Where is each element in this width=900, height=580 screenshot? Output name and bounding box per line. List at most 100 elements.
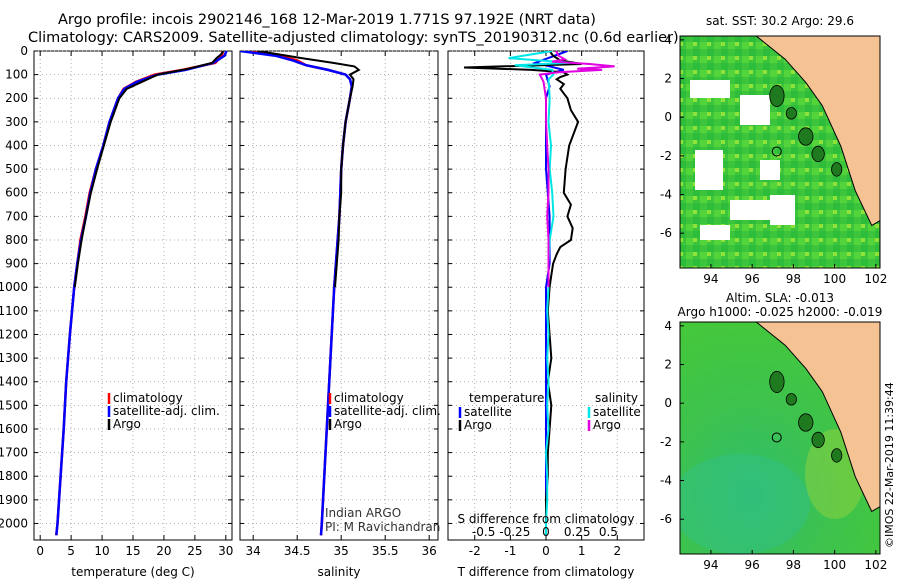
land-mass xyxy=(755,322,880,513)
island xyxy=(785,393,797,406)
legend-label: satellite-adj. clim. xyxy=(113,404,220,418)
map-tick-label-y: -4 xyxy=(660,188,672,202)
map-tick-label-x: 102 xyxy=(864,272,887,286)
map-sst-map: 94 96 98 100 102 -6 -4 -2 0 2 4 sat. SST: 30.2 Argo… xyxy=(660,14,887,286)
panel-salinity-profile: 34 34.5 35 35.5 36 salinity climatologysatelli… xyxy=(239,50,441,579)
footer-line1: Indian ARGO xyxy=(325,506,402,520)
series-line-s-argo xyxy=(538,51,615,288)
series-line-argo xyxy=(257,51,361,288)
tick-label-x: 35.5 xyxy=(372,544,399,558)
legend-label: satellite-adj. clim. xyxy=(334,404,441,418)
tick-label-y: 100 xyxy=(5,68,28,82)
missing-data-patch xyxy=(730,200,780,220)
tick-label-y: 1300 xyxy=(0,351,28,365)
map-tick-label-x: 100 xyxy=(823,558,846,572)
map-tick-label-y: -6 xyxy=(660,226,672,240)
island xyxy=(831,448,843,463)
legend-label: Argo xyxy=(334,417,362,431)
map-tick-label-x: 94 xyxy=(703,272,718,286)
axis-label-x: temperature (deg C) xyxy=(71,565,194,579)
gridlines xyxy=(240,50,438,540)
tick-label-y: 1000 xyxy=(0,280,28,294)
tick-label-y: 800 xyxy=(5,233,28,247)
map-tick-label-y: 4 xyxy=(664,319,672,333)
tick-label-x: 5 xyxy=(67,544,75,558)
legend-label: satellite xyxy=(464,405,512,419)
tick-label-s: 0 xyxy=(542,525,550,539)
tick-label-x: 0 xyxy=(542,544,550,558)
island xyxy=(785,107,797,120)
series-group xyxy=(463,51,615,536)
island xyxy=(831,162,843,177)
legend-title-s: salinity xyxy=(595,391,638,405)
map-tick-label-y: -4 xyxy=(660,474,672,488)
argo-location-marker xyxy=(771,432,782,443)
map-tick-label-x: 94 xyxy=(703,558,718,572)
tick-label-s: -0.5 xyxy=(472,525,495,539)
tick-label-y: 2000 xyxy=(0,516,28,530)
credit-text: ©IMOS 22-Mar-2019 11:39:44 xyxy=(883,382,896,548)
series-group xyxy=(55,51,228,536)
missing-data-patch xyxy=(695,150,723,190)
sla-anomaly xyxy=(680,454,810,554)
map-sst-title: sat. SST: 30.2 Argo: 29.6 xyxy=(706,14,854,28)
map-tick-label-y: 2 xyxy=(664,72,672,86)
map-tick-label-x: 102 xyxy=(864,558,887,572)
tick-label-s: 0.25 xyxy=(564,525,591,539)
tick-label-y: 1200 xyxy=(0,327,28,341)
tick-label-y: 1900 xyxy=(0,493,28,507)
tick-label-y: 400 xyxy=(5,138,28,152)
gridlines xyxy=(448,50,644,540)
missing-data-patch xyxy=(770,195,795,225)
tick-label-y: 1100 xyxy=(0,304,28,318)
tick-label-y: 200 xyxy=(5,91,28,105)
map-tick-label-x: 96 xyxy=(745,558,760,572)
legend-label: climatology xyxy=(334,391,404,405)
land-mass xyxy=(755,36,880,227)
map-tick-label-y: 4 xyxy=(664,33,672,47)
tick-label-x: 2 xyxy=(613,544,621,558)
legend-label: Argo xyxy=(113,417,141,431)
tick-label-x: 36 xyxy=(422,544,437,558)
island xyxy=(811,145,825,163)
tick-label-y: 300 xyxy=(5,115,28,129)
tick-label-y: 900 xyxy=(5,257,28,271)
series-group xyxy=(240,51,361,536)
map-tick-label-y: -2 xyxy=(660,149,672,163)
map-tick-label-y: -2 xyxy=(660,435,672,449)
tick-label-y: 1700 xyxy=(0,446,28,460)
legend-label: satellite xyxy=(593,405,641,419)
tick-label-x: 30 xyxy=(218,544,233,558)
tick-label-s: 0.5 xyxy=(599,525,618,539)
map-frame xyxy=(679,321,881,555)
map-tick-label-y: 0 xyxy=(664,110,672,124)
tick-label-y: 1600 xyxy=(0,422,28,436)
plot-frame xyxy=(239,50,439,541)
tick-label-x: 34 xyxy=(246,544,261,558)
legend-label: Argo xyxy=(464,418,492,432)
map-tick-label-y: 0 xyxy=(664,396,672,410)
panel-difference-profile: -2 -1 0 1 2 T difference from climatology -0.5… xyxy=(447,50,645,579)
missing-data-patch xyxy=(700,225,730,240)
tick-label-x: 25 xyxy=(187,544,202,558)
tick-label-x: 0 xyxy=(36,544,44,558)
tick-label-x: 10 xyxy=(94,544,109,558)
island xyxy=(811,431,825,449)
island xyxy=(798,413,814,432)
tick-label-x: 35 xyxy=(334,544,349,558)
axis-label-s: S difference from climatology xyxy=(458,512,635,526)
map-tick-label-x: 98 xyxy=(786,272,801,286)
missing-data-patch xyxy=(760,160,780,180)
tick-label-y: 600 xyxy=(5,186,28,200)
tick-label-x: 34.5 xyxy=(284,544,311,558)
axis-label-x: T difference from climatology xyxy=(457,565,635,579)
tick-label-y: 1800 xyxy=(0,469,28,483)
map-tick-label-x: 98 xyxy=(786,558,801,572)
missing-data-patch xyxy=(740,95,770,125)
map-sla-map: 94 96 98 100 102 -6 -4 -2 0 2 4 Altim. SLA: -0.013A… xyxy=(660,291,887,572)
map-field xyxy=(680,322,880,554)
series-line-argo xyxy=(73,51,225,288)
map-tick-label-x: 100 xyxy=(823,272,846,286)
tick-label-y: 1400 xyxy=(0,375,28,389)
